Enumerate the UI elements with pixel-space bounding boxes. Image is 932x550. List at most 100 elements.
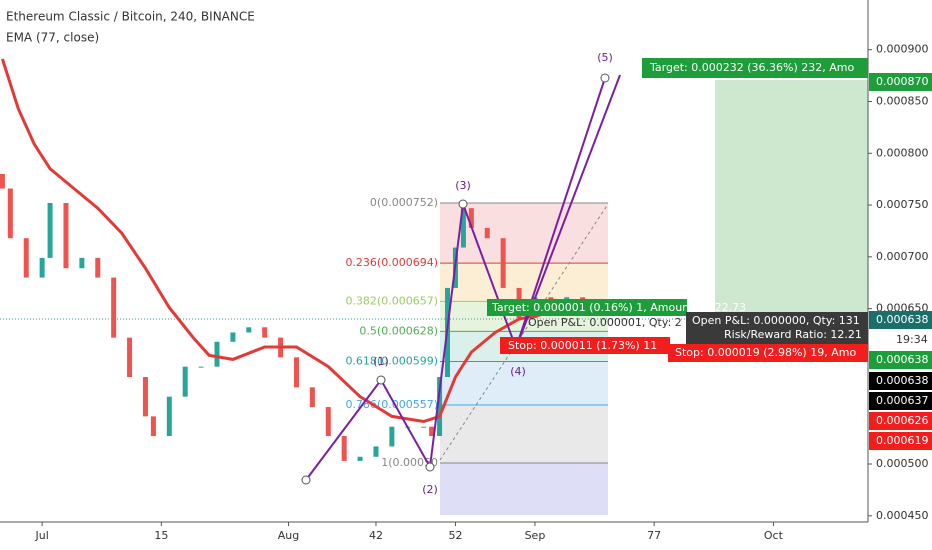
fib-label: 0.618(0.000599) xyxy=(345,354,438,367)
fib-band xyxy=(440,203,608,264)
wave-point xyxy=(458,199,468,209)
x-tick-label: 77 xyxy=(647,529,661,542)
ratio-text: Risk/Reward Ratio: 12.21 xyxy=(724,328,862,341)
candle xyxy=(127,337,133,377)
target-tag xyxy=(487,299,687,316)
fib-band xyxy=(440,462,608,515)
candle xyxy=(309,387,315,408)
y-tick-label: 0.000900 xyxy=(876,43,929,56)
candle xyxy=(182,366,188,397)
price-axis xyxy=(868,0,932,550)
target-zone xyxy=(715,80,868,320)
x-tick-label: 15 xyxy=(154,529,168,542)
indicator-label: EMA (77, close) xyxy=(6,31,99,45)
fib-label: 0(0.000752) xyxy=(370,196,438,209)
x-tick-label: Aug xyxy=(278,529,299,542)
candle xyxy=(166,396,172,437)
candle xyxy=(23,238,29,278)
candle xyxy=(468,208,474,228)
wave-point xyxy=(376,375,386,385)
candle xyxy=(63,203,69,269)
stop-text: Stop: 0.000019 (2.98%) 19, Amo xyxy=(675,346,856,359)
price-badge-label: 0.000870 xyxy=(876,75,929,88)
wave-label: (4) xyxy=(510,365,526,378)
y-tick-label: 0.000750 xyxy=(876,198,929,211)
candle xyxy=(47,203,53,258)
price-badge-label: 0.000637 xyxy=(876,394,929,407)
candle xyxy=(111,277,117,338)
x-tick-label: Sep xyxy=(525,529,546,542)
candle xyxy=(39,257,45,278)
fib-band xyxy=(440,404,608,463)
x-tick-label: 42 xyxy=(369,529,383,542)
candle xyxy=(500,238,506,288)
price-badge xyxy=(869,412,932,430)
target-tag xyxy=(642,58,868,78)
candle xyxy=(246,327,252,333)
wave-label: (2) xyxy=(422,483,438,496)
x-tick-label: Jul xyxy=(34,529,48,542)
candle xyxy=(95,257,101,278)
candle xyxy=(0,174,5,189)
candle xyxy=(460,208,466,248)
price-badge xyxy=(869,432,932,450)
candle xyxy=(389,426,395,447)
candle xyxy=(325,407,331,437)
price-badge-label: 0.000626 xyxy=(876,414,929,427)
price-badge-label: 19:34 xyxy=(896,333,928,346)
y-tick-label: 0.000850 xyxy=(876,95,929,108)
pnl-tag xyxy=(686,312,868,344)
stop-tag xyxy=(500,337,670,354)
candle xyxy=(484,227,490,239)
stop-tag xyxy=(668,344,868,362)
axes: 0.0004500.0005000.0006500.0007000.000750… xyxy=(34,43,928,542)
candle xyxy=(262,327,268,338)
candle xyxy=(341,436,347,461)
x-tick-label: Oct xyxy=(764,529,784,542)
fib-band xyxy=(440,263,608,302)
price-badge-label: 0.000638 xyxy=(876,374,929,387)
price-badge xyxy=(869,372,932,390)
wave-point xyxy=(425,462,435,472)
candle xyxy=(373,446,379,457)
price-badge xyxy=(869,331,932,349)
y-tick-label: 0.000700 xyxy=(876,250,929,263)
ema-line xyxy=(0,58,583,424)
wave-label: (3) xyxy=(455,179,471,192)
price-badge xyxy=(869,73,932,91)
price-badge-label: 0.000638 xyxy=(876,313,929,326)
candle xyxy=(142,377,148,417)
candle xyxy=(198,366,204,368)
candle xyxy=(437,377,443,437)
chart-title: Ethereum Classic / Bitcoin, 240, BINANCE xyxy=(6,10,255,24)
price-badge xyxy=(869,392,932,410)
fib-label: 0.382(0.000657) xyxy=(345,294,438,307)
price-badge xyxy=(869,311,932,329)
badges: 0.000870 0.000638 19:34 0.000638 0.000638 0.0… xyxy=(869,73,932,450)
candle xyxy=(429,426,435,437)
stop-text: Stop: 0.000011 (1.73%) 11 xyxy=(508,339,657,352)
candle xyxy=(79,257,85,269)
fib-label: 1(0.00050 xyxy=(381,456,438,469)
pnl-text: Open P&L: 0.000001, Qty: 2 xyxy=(528,316,682,329)
candle xyxy=(7,188,13,239)
candle xyxy=(230,332,236,342)
pnl-text: Open P&L: 0.000000, Qty: 131 xyxy=(692,314,860,327)
price-badge-label: 0.000619 xyxy=(876,434,929,447)
y-tick-label: 0.000500 xyxy=(876,457,929,470)
wave-label: (5) xyxy=(597,51,613,64)
candle xyxy=(421,426,427,428)
fib-label: 0.236(0.000694) xyxy=(345,256,438,269)
plot: (1) (2) (3) (4) (5) xyxy=(0,51,868,496)
fib-band xyxy=(440,361,608,405)
candle xyxy=(150,416,156,437)
y-tick-label: 0.000800 xyxy=(876,146,929,159)
price-badge xyxy=(869,351,932,369)
wave-label: (1) xyxy=(373,355,389,368)
fib-label: 0.5(0.000628) xyxy=(359,324,438,337)
x-tick-label: 52 xyxy=(448,529,462,542)
target-text: Target: 0.000001 (0.16%) 1, Amount: 1022… xyxy=(491,301,746,314)
candle xyxy=(293,357,299,388)
target-text: Target: 0.000232 (36.36%) 232, Amo xyxy=(649,61,854,74)
y-tick-label: 0.000450 xyxy=(876,509,929,522)
